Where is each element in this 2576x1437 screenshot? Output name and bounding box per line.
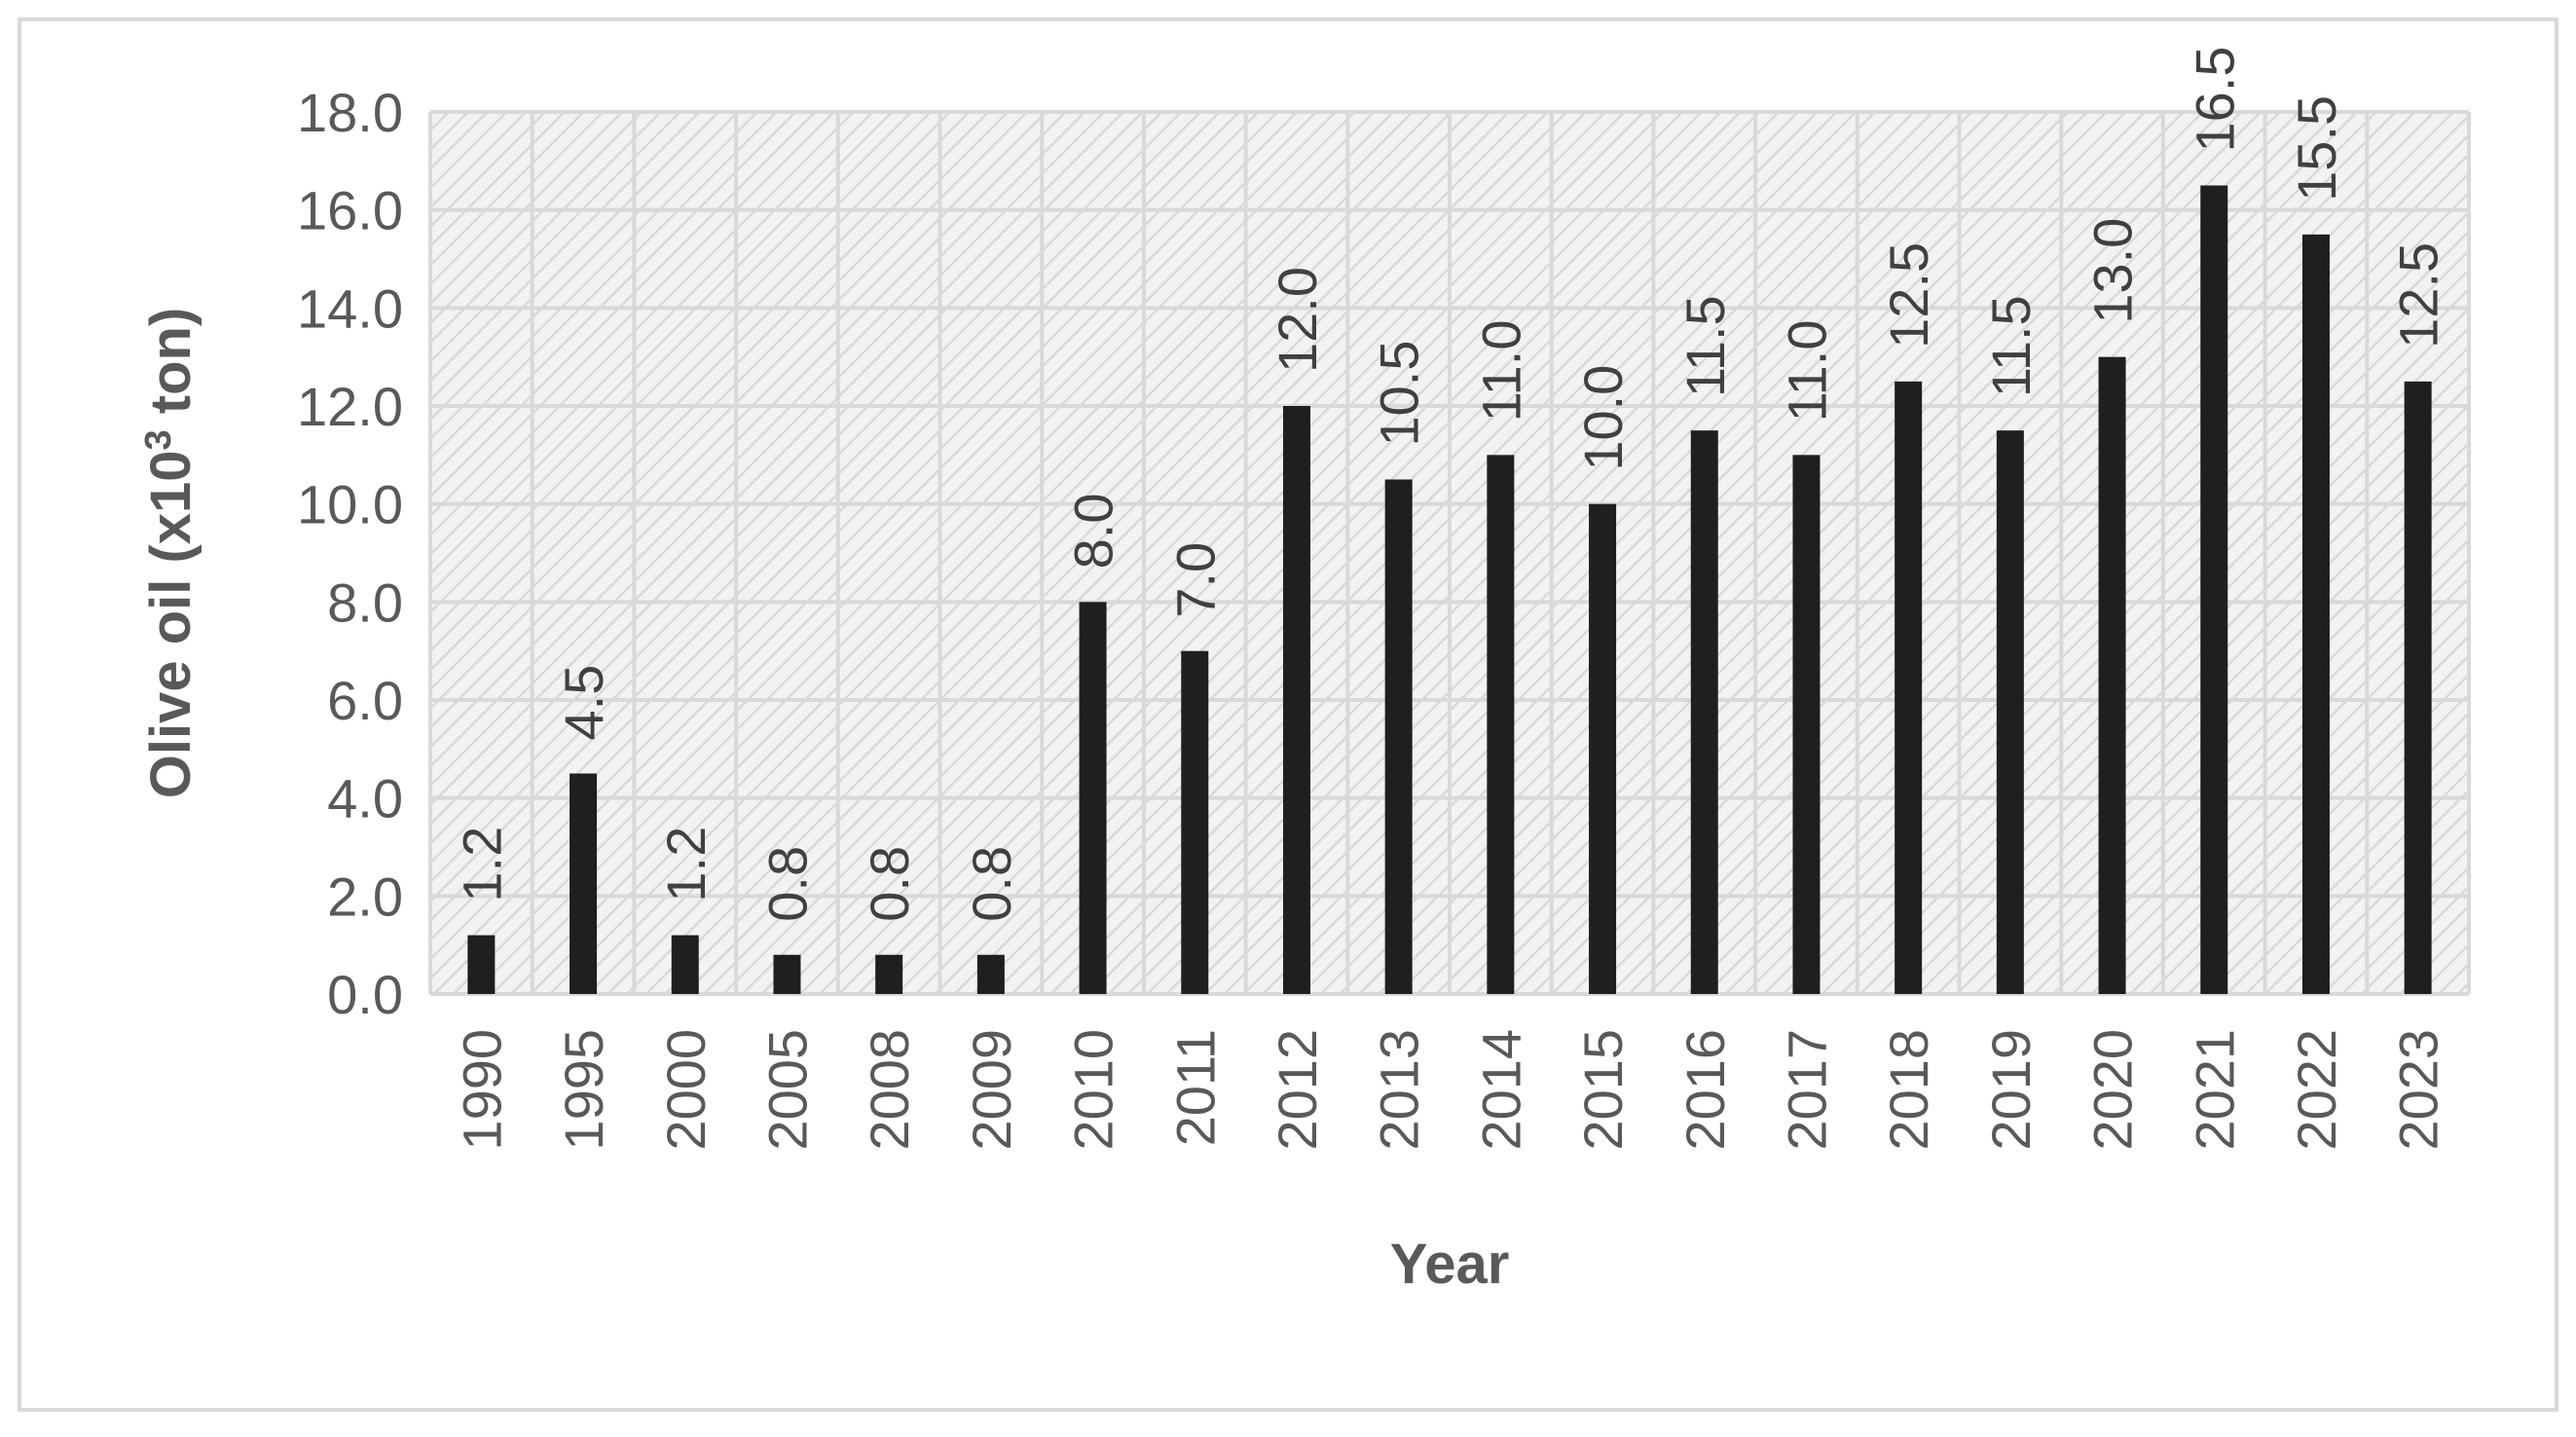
y-tick-label: 12.0 (297, 376, 403, 437)
data-label: 12.0 (1267, 267, 1328, 373)
bar (1384, 479, 1413, 994)
y-axis-title-superscript: 3 (138, 429, 179, 450)
y-axis-title-tail: ton) (139, 308, 202, 430)
bar (671, 935, 699, 994)
bar (773, 954, 801, 994)
x-tick-label: 1995 (553, 1029, 614, 1151)
bar (2098, 356, 2126, 995)
x-tick-label: 2021 (2184, 1029, 2245, 1151)
data-label: 8.0 (1063, 493, 1124, 569)
data-label: 11.5 (1980, 295, 2042, 397)
x-tick-label: 2005 (756, 1029, 818, 1151)
data-label: 0.8 (859, 846, 920, 922)
x-tick-label: 2022 (2286, 1029, 2347, 1151)
bar (1996, 430, 2024, 995)
bar (1487, 455, 1515, 994)
bar (1589, 503, 1617, 994)
bar (2404, 381, 2432, 994)
data-label: 1.2 (655, 827, 717, 903)
x-tick-label: 2008 (859, 1029, 920, 1151)
bar (1181, 650, 1209, 994)
bars (467, 185, 2432, 995)
data-label: 1.2 (451, 827, 512, 903)
data-label: 10.5 (1369, 341, 1430, 447)
bar (1690, 430, 1718, 995)
data-label: 10.0 (1572, 365, 1634, 471)
data-label: 4.5 (553, 665, 614, 741)
data-label: 0.8 (961, 846, 1022, 922)
y-tick-label: 0.0 (327, 964, 403, 1025)
x-tick-label: 2020 (2082, 1029, 2144, 1151)
data-label: 12.5 (1878, 242, 1939, 349)
x-tick-label: 2014 (1470, 1029, 1531, 1151)
data-label: 0.8 (756, 846, 818, 922)
bar (1079, 602, 1107, 994)
bar (2200, 185, 2228, 994)
x-tick-label: 2011 (1164, 1029, 1226, 1146)
x-axis-title: Year (1390, 1233, 1510, 1296)
x-tick-label: 2009 (961, 1029, 1022, 1151)
y-tick-label: 14.0 (297, 277, 403, 339)
x-tick-label: 2016 (1674, 1029, 1736, 1151)
data-label: 11.0 (1470, 319, 1531, 422)
bar (2301, 234, 2330, 995)
x-tick-label: 2015 (1572, 1029, 1634, 1151)
bar (467, 935, 496, 994)
y-tick-labels: 0.0 2.0 4.0 6.0 8.0 10.0 12.0 14.0 16.0 18.0 (297, 82, 403, 1025)
y-tick-label: 8.0 (327, 571, 403, 633)
data-labels: 1.2 4.5 1.2 0.8 0.8 0.8 8.0 7.0 12.0 10.5 11.0 10.0… (451, 47, 2448, 922)
x-tick-labels: 1990 1995 2000 2005 2008 2009 2010 2011 2012 2013… (451, 1029, 2448, 1151)
data-label: 13.0 (2082, 218, 2144, 324)
data-label: 11.0 (1776, 319, 1837, 422)
y-tick-label: 18.0 (297, 82, 403, 143)
bar (1282, 406, 1310, 994)
y-axis-title-main: Olive oil (x10 (139, 450, 202, 798)
y-tick-label: 4.0 (327, 768, 403, 829)
x-tick-label: 1990 (451, 1029, 512, 1151)
x-tick-label: 2010 (1063, 1029, 1124, 1151)
y-tick-label: 10.0 (297, 474, 403, 535)
bar (570, 773, 598, 994)
x-tick-label: 2000 (655, 1029, 717, 1151)
data-label: 15.5 (2286, 95, 2347, 202)
y-tick-label: 16.0 (297, 180, 403, 241)
data-label: 12.5 (2388, 242, 2449, 349)
x-tick-label: 2019 (1980, 1029, 2042, 1151)
bar (976, 954, 1005, 994)
x-tick-label: 2018 (1878, 1029, 1939, 1151)
data-label: 7.0 (1164, 542, 1226, 618)
bar (1792, 455, 1821, 994)
x-tick-label: 2017 (1776, 1029, 1837, 1151)
grid-lines (428, 110, 2471, 996)
x-tick-label: 2012 (1267, 1029, 1328, 1151)
y-tick-label: 2.0 (327, 866, 403, 927)
bar (1895, 381, 1923, 994)
x-tick-label: 2013 (1369, 1029, 1430, 1151)
data-label: 16.5 (2184, 47, 2245, 153)
data-label: 11.5 (1674, 295, 1736, 397)
y-axis-title: Olive oil (x103 ton) (138, 308, 202, 799)
x-tick-label: 2023 (2388, 1029, 2449, 1151)
bar (875, 954, 903, 994)
y-tick-label: 6.0 (327, 670, 403, 731)
